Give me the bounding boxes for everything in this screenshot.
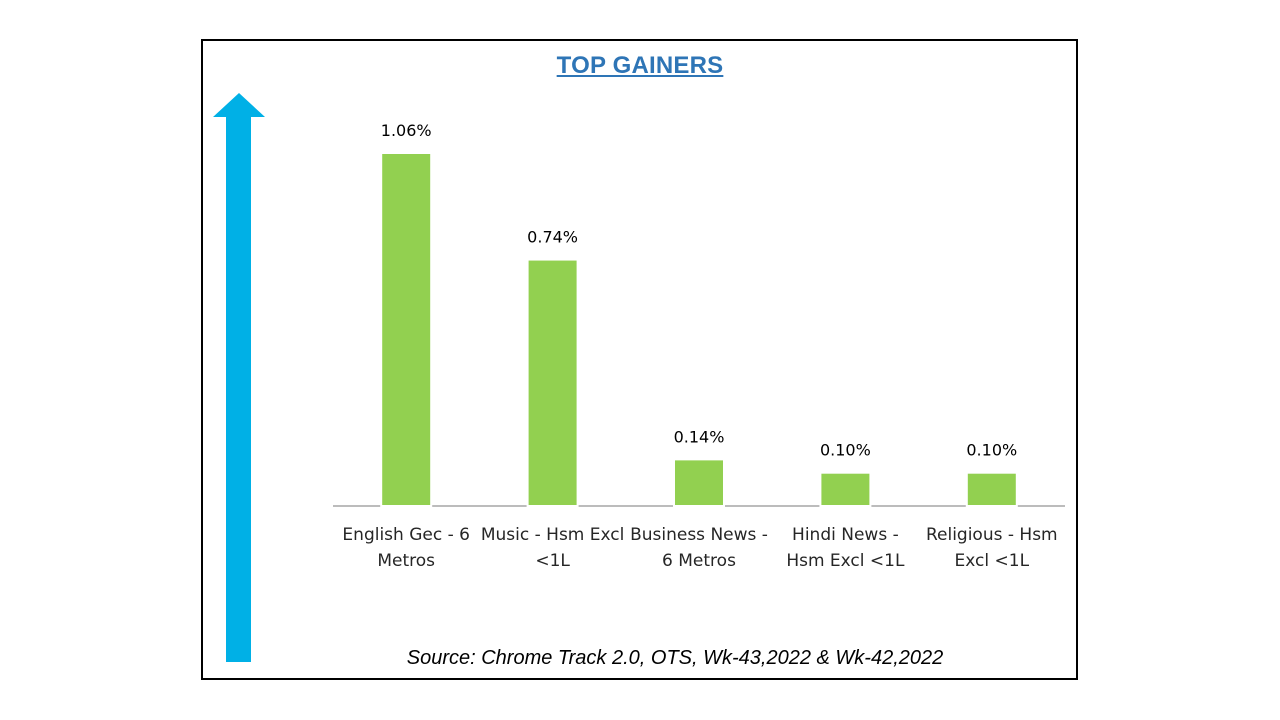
bar: [965, 471, 1018, 508]
category-tick-label: Music - Hsm Excl: [481, 525, 625, 545]
bar: [526, 258, 579, 507]
category-tick-label: Metros: [377, 551, 435, 571]
bar: [673, 458, 725, 507]
data-label: 1.06%: [381, 121, 432, 140]
category-tick-label: English Gec - 6: [342, 525, 470, 545]
data-label: 0.74%: [527, 228, 578, 247]
up-arrow-icon: [213, 93, 265, 662]
category-tick-label: Hindi News -: [792, 525, 899, 545]
category-tick-label: Hsm Excl <1L: [786, 551, 905, 571]
category-tick-label: Excl <1L: [955, 551, 1030, 571]
category-tick-label: Business News -: [630, 525, 768, 545]
category-tick-label: 6 Metros: [662, 551, 736, 571]
bar: [380, 152, 433, 507]
chart-title: TOP GAINERS: [556, 52, 724, 79]
category-tick-label: Religious - Hsm: [926, 525, 1058, 545]
data-label: 0.10%: [820, 441, 871, 460]
data-label: 0.14%: [674, 427, 725, 446]
source-note: Source: Chrome Track 2.0, OTS, Wk-43,202…: [406, 647, 944, 669]
slide-frame: [201, 39, 1078, 680]
bar: [819, 471, 872, 508]
category-tick-label: <1L: [535, 551, 570, 571]
data-label: 0.10%: [966, 441, 1017, 460]
